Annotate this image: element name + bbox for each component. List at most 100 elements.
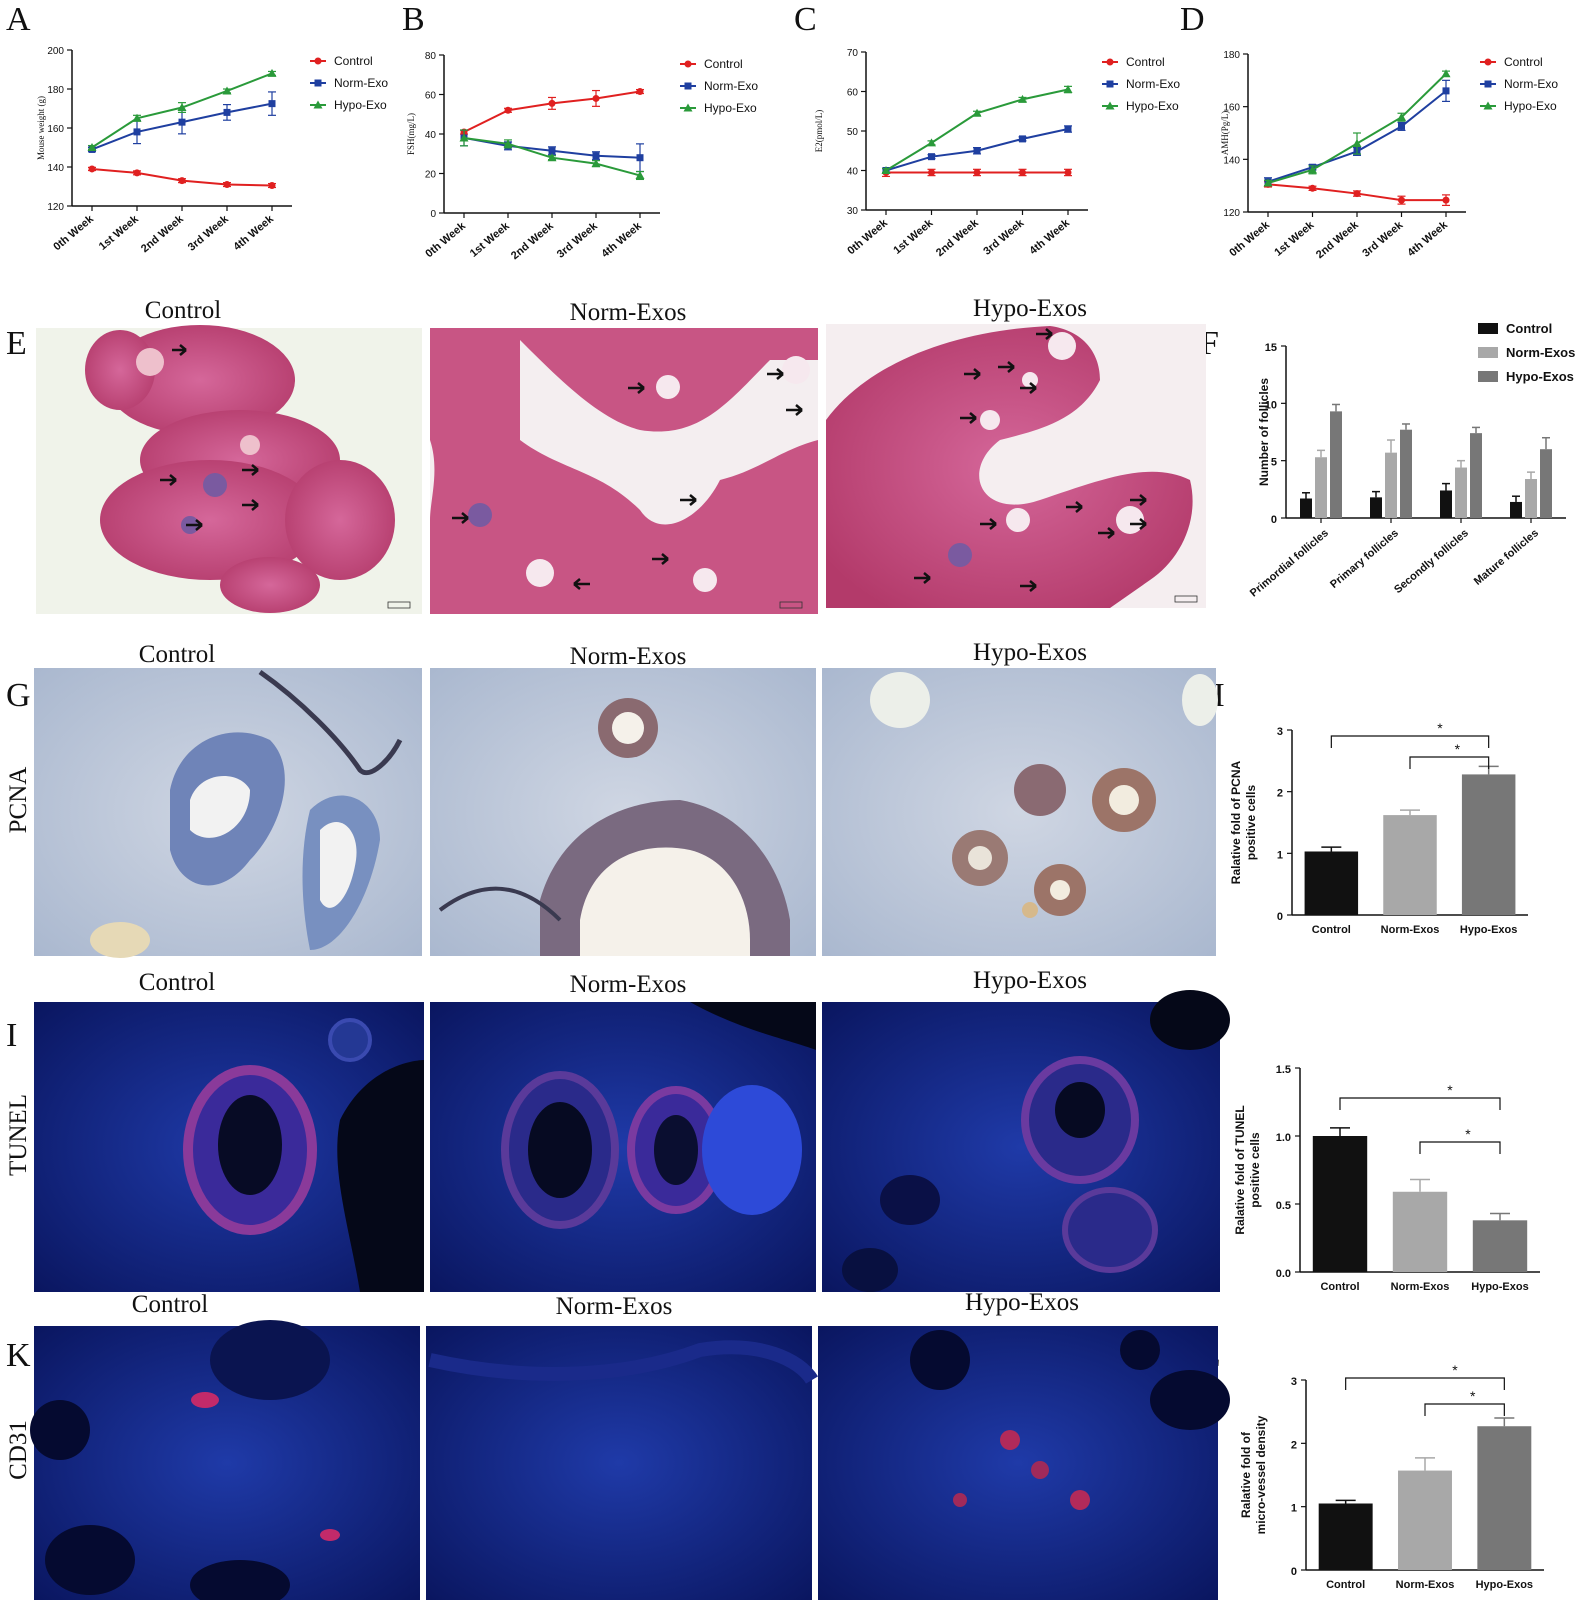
bar xyxy=(1510,501,1522,518)
y-tick-label: 80 xyxy=(425,51,437,62)
x-tick-label: Norm-Exos xyxy=(1396,1579,1455,1591)
y-tick-label: 1 xyxy=(1291,1503,1297,1515)
data-point xyxy=(1309,184,1316,192)
data-point xyxy=(503,139,513,148)
y-axis-title: Mouse weight (g) xyxy=(36,96,46,160)
significance-star: * xyxy=(1470,1388,1476,1404)
data-point xyxy=(1442,87,1450,95)
y-tick-label: 60 xyxy=(847,88,859,99)
tunel-image-control xyxy=(34,1002,424,1292)
panel-letter-b: B xyxy=(402,1,425,38)
x-tick-label: 1st Week xyxy=(1272,219,1317,259)
y-tick-label: 180 xyxy=(1223,50,1240,61)
legend-label: Control xyxy=(1126,55,1165,69)
y-axis-title-line2: micro-vessel density xyxy=(1254,1415,1268,1534)
bar xyxy=(1525,479,1537,518)
legend-marker xyxy=(1106,80,1114,88)
bar xyxy=(1300,498,1312,518)
legend-label: Norm-Exo xyxy=(704,79,758,93)
y-tick-label: 120 xyxy=(47,202,64,213)
y-tick-label: 0 xyxy=(1271,514,1277,526)
significance-bracket xyxy=(1330,735,1490,748)
data-point xyxy=(1063,85,1073,94)
data-point xyxy=(268,182,276,190)
y-tick-label: 3 xyxy=(1291,1376,1297,1388)
data-point xyxy=(268,100,276,108)
y-tick-label: 200 xyxy=(47,46,64,57)
x-tick-label: 0th Week xyxy=(423,220,468,261)
y-axis-title-line2: positive cells xyxy=(1248,1132,1262,1208)
significance-bracket xyxy=(1339,1097,1501,1110)
data-point xyxy=(881,166,891,174)
legend-label: Hypo-Exos xyxy=(1506,369,1574,384)
y-tick-label: 3 xyxy=(1277,726,1283,738)
data-point xyxy=(1398,122,1405,130)
bar xyxy=(1383,815,1437,915)
y-axis-title: E2(pmol/L) xyxy=(814,110,824,153)
legend-marker xyxy=(1106,58,1114,66)
y-tick-label: 2 xyxy=(1291,1439,1297,1451)
bar xyxy=(1398,1470,1452,1570)
significance-star: * xyxy=(1447,1082,1453,1098)
data-point xyxy=(1352,139,1362,148)
y-tick-label: 2 xyxy=(1277,788,1283,800)
legend-label: Control xyxy=(334,54,373,68)
y-tick-label: 140 xyxy=(1223,155,1240,166)
x-tick-label: 0th Week xyxy=(845,217,890,258)
bar xyxy=(1472,1220,1528,1272)
cd31-micrographs xyxy=(30,1320,1230,1600)
data-point xyxy=(973,147,981,155)
significance-star: * xyxy=(1437,720,1443,736)
data-point xyxy=(87,143,97,151)
y-tick-label: 140 xyxy=(47,163,64,174)
data-point xyxy=(178,177,186,185)
data-point xyxy=(267,68,277,77)
x-tick-label: 2nd Week xyxy=(139,213,187,256)
pcna-title-hypo: Hypo-Exos xyxy=(973,639,1087,666)
x-tick-label: 2nd Week xyxy=(1314,219,1362,262)
data-point xyxy=(1064,125,1072,133)
data-point xyxy=(177,103,187,112)
data-point xyxy=(1263,178,1273,187)
x-tick-label: 4th Week xyxy=(1027,217,1072,258)
x-tick-label: 4th Week xyxy=(1405,219,1450,260)
chart-j: 0.0 0.5 1.0 1.5 Ralative fold of TUNEL positi… xyxy=(1233,1064,1540,1293)
data-point xyxy=(1064,168,1072,176)
cd31-title-control: Control xyxy=(132,1291,208,1318)
panel-letter-a: A xyxy=(6,1,31,38)
data-point xyxy=(1019,135,1026,143)
x-tick-label: Primary follicles xyxy=(1328,527,1401,591)
bar xyxy=(1370,497,1382,518)
data-point xyxy=(547,153,557,162)
panel-letter-k: K xyxy=(6,1337,31,1374)
panel-letter-d: D xyxy=(1180,1,1205,38)
legend-label: Control xyxy=(1506,321,1552,336)
chart-l: 0 1 2 3 Ralative fold of micro-vessel density… xyxy=(1239,1362,1544,1591)
he-image-control xyxy=(36,325,422,614)
he-micrographs xyxy=(36,324,1206,614)
y-tick-label: 180 xyxy=(47,85,64,96)
data-point xyxy=(133,128,141,136)
tunel-image-hypo xyxy=(822,990,1230,1292)
data-point xyxy=(222,86,232,95)
row-label-cd31: CD31 xyxy=(5,1420,32,1480)
x-tick-label: 2nd Week xyxy=(934,217,982,260)
data-point xyxy=(223,108,231,116)
data-point xyxy=(592,94,600,102)
data-point xyxy=(1397,112,1406,121)
significance-star: * xyxy=(1452,1362,1458,1378)
significance-star: * xyxy=(1465,1126,1471,1142)
data-point xyxy=(591,159,601,168)
legend-swatch xyxy=(1478,323,1498,334)
bar xyxy=(1385,452,1397,518)
legend-swatch xyxy=(1478,371,1498,382)
data-point xyxy=(88,165,96,173)
bar xyxy=(1330,411,1342,518)
he-title-control: Control xyxy=(145,297,221,324)
legend-marker xyxy=(1483,101,1493,110)
legend-marker xyxy=(314,57,322,65)
bar xyxy=(1400,429,1412,518)
y-tick-label: 0 xyxy=(430,209,436,220)
